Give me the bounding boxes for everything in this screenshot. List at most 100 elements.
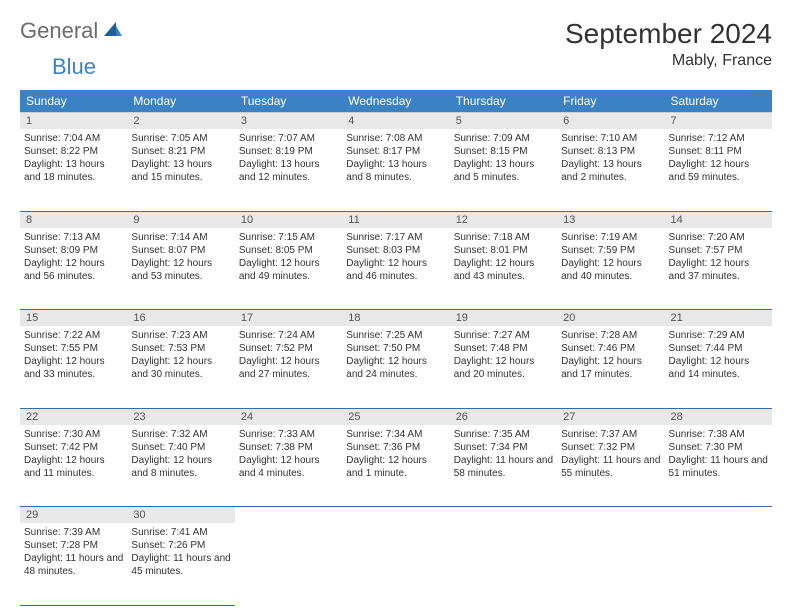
day-number: 29 — [20, 507, 127, 524]
day-details: Sunrise: 7:35 AMSunset: 7:34 PMDaylight:… — [454, 428, 553, 480]
day-cell: Sunrise: 7:13 AMSunset: 8:09 PMDaylight:… — [20, 228, 127, 310]
day-details: Sunrise: 7:29 AMSunset: 7:44 PMDaylight:… — [669, 329, 768, 381]
day-number — [342, 507, 449, 524]
day-cell: Sunrise: 7:34 AMSunset: 7:36 PMDaylight:… — [342, 425, 449, 507]
day-details: Sunrise: 7:12 AMSunset: 8:11 PMDaylight:… — [669, 132, 768, 184]
week-row: Sunrise: 7:22 AMSunset: 7:55 PMDaylight:… — [20, 326, 772, 408]
day-details: Sunrise: 7:38 AMSunset: 7:30 PMDaylight:… — [669, 428, 768, 480]
day-details: Sunrise: 7:07 AMSunset: 8:19 PMDaylight:… — [239, 132, 338, 184]
day-number: 10 — [235, 211, 342, 228]
day-number: 20 — [557, 310, 664, 327]
day-cell: Sunrise: 7:23 AMSunset: 7:53 PMDaylight:… — [127, 326, 234, 408]
day-number: 19 — [450, 310, 557, 327]
day-details: Sunrise: 7:10 AMSunset: 8:13 PMDaylight:… — [561, 132, 660, 184]
day-number: 30 — [127, 507, 234, 524]
day-number: 25 — [342, 408, 449, 425]
day-number-row: 15161718192021 — [20, 310, 772, 327]
day-cell — [235, 523, 342, 605]
day-details: Sunrise: 7:28 AMSunset: 7:46 PMDaylight:… — [561, 329, 660, 381]
calendar-table: SundayMondayTuesdayWednesdayThursdayFrid… — [20, 90, 772, 606]
day-number: 16 — [127, 310, 234, 327]
day-details: Sunrise: 7:41 AMSunset: 7:26 PMDaylight:… — [131, 526, 230, 578]
day-number: 14 — [665, 211, 772, 228]
day-header: Thursday — [450, 90, 557, 113]
day-cell: Sunrise: 7:30 AMSunset: 7:42 PMDaylight:… — [20, 425, 127, 507]
day-cell: Sunrise: 7:04 AMSunset: 8:22 PMDaylight:… — [20, 129, 127, 211]
day-number — [665, 507, 772, 524]
day-details: Sunrise: 7:20 AMSunset: 7:57 PMDaylight:… — [669, 231, 768, 283]
day-cell: Sunrise: 7:24 AMSunset: 7:52 PMDaylight:… — [235, 326, 342, 408]
day-number: 28 — [665, 408, 772, 425]
day-cell: Sunrise: 7:37 AMSunset: 7:32 PMDaylight:… — [557, 425, 664, 507]
day-number-row: 22232425262728 — [20, 408, 772, 425]
day-cell: Sunrise: 7:33 AMSunset: 7:38 PMDaylight:… — [235, 425, 342, 507]
day-number: 21 — [665, 310, 772, 327]
day-header-row: SundayMondayTuesdayWednesdayThursdayFrid… — [20, 90, 772, 113]
day-header: Tuesday — [235, 90, 342, 113]
logo: General — [20, 18, 126, 44]
logo-sail-icon — [102, 20, 124, 43]
day-details: Sunrise: 7:34 AMSunset: 7:36 PMDaylight:… — [346, 428, 445, 480]
day-details: Sunrise: 7:14 AMSunset: 8:07 PMDaylight:… — [131, 231, 230, 283]
day-cell: Sunrise: 7:39 AMSunset: 7:28 PMDaylight:… — [20, 523, 127, 605]
day-details: Sunrise: 7:19 AMSunset: 7:59 PMDaylight:… — [561, 231, 660, 283]
day-details: Sunrise: 7:39 AMSunset: 7:28 PMDaylight:… — [24, 526, 123, 578]
day-cell: Sunrise: 7:41 AMSunset: 7:26 PMDaylight:… — [127, 523, 234, 605]
day-cell: Sunrise: 7:28 AMSunset: 7:46 PMDaylight:… — [557, 326, 664, 408]
week-row: Sunrise: 7:39 AMSunset: 7:28 PMDaylight:… — [20, 523, 772, 605]
day-number: 27 — [557, 408, 664, 425]
day-details: Sunrise: 7:05 AMSunset: 8:21 PMDaylight:… — [131, 132, 230, 184]
day-cell: Sunrise: 7:14 AMSunset: 8:07 PMDaylight:… — [127, 228, 234, 310]
day-number: 24 — [235, 408, 342, 425]
day-details: Sunrise: 7:15 AMSunset: 8:05 PMDaylight:… — [239, 231, 338, 283]
day-number: 18 — [342, 310, 449, 327]
day-details: Sunrise: 7:25 AMSunset: 7:50 PMDaylight:… — [346, 329, 445, 381]
day-cell: Sunrise: 7:38 AMSunset: 7:30 PMDaylight:… — [665, 425, 772, 507]
day-details: Sunrise: 7:22 AMSunset: 7:55 PMDaylight:… — [24, 329, 123, 381]
day-cell: Sunrise: 7:32 AMSunset: 7:40 PMDaylight:… — [127, 425, 234, 507]
day-cell: Sunrise: 7:15 AMSunset: 8:05 PMDaylight:… — [235, 228, 342, 310]
day-details: Sunrise: 7:33 AMSunset: 7:38 PMDaylight:… — [239, 428, 338, 480]
day-cell: Sunrise: 7:17 AMSunset: 8:03 PMDaylight:… — [342, 228, 449, 310]
day-cell: Sunrise: 7:18 AMSunset: 8:01 PMDaylight:… — [450, 228, 557, 310]
day-details: Sunrise: 7:30 AMSunset: 7:42 PMDaylight:… — [24, 428, 123, 480]
logo-text-general: General — [20, 18, 98, 44]
day-details: Sunrise: 7:18 AMSunset: 8:01 PMDaylight:… — [454, 231, 553, 283]
day-number: 11 — [342, 211, 449, 228]
day-number: 4 — [342, 113, 449, 130]
day-cell: Sunrise: 7:07 AMSunset: 8:19 PMDaylight:… — [235, 129, 342, 211]
day-cell: Sunrise: 7:08 AMSunset: 8:17 PMDaylight:… — [342, 129, 449, 211]
day-cell: Sunrise: 7:09 AMSunset: 8:15 PMDaylight:… — [450, 129, 557, 211]
day-number-row: 2930 — [20, 507, 772, 524]
week-row: Sunrise: 7:13 AMSunset: 8:09 PMDaylight:… — [20, 228, 772, 310]
logo-text-blue: Blue — [52, 54, 96, 79]
day-number: 13 — [557, 211, 664, 228]
day-cell — [450, 523, 557, 605]
day-details: Sunrise: 7:17 AMSunset: 8:03 PMDaylight:… — [346, 231, 445, 283]
day-cell: Sunrise: 7:27 AMSunset: 7:48 PMDaylight:… — [450, 326, 557, 408]
day-number: 23 — [127, 408, 234, 425]
day-number — [557, 507, 664, 524]
day-cell: Sunrise: 7:19 AMSunset: 7:59 PMDaylight:… — [557, 228, 664, 310]
day-details: Sunrise: 7:27 AMSunset: 7:48 PMDaylight:… — [454, 329, 553, 381]
day-number: 26 — [450, 408, 557, 425]
day-header: Wednesday — [342, 90, 449, 113]
day-number: 1 — [20, 113, 127, 130]
day-details: Sunrise: 7:04 AMSunset: 8:22 PMDaylight:… — [24, 132, 123, 184]
day-header: Monday — [127, 90, 234, 113]
day-number-row: 1234567 — [20, 113, 772, 130]
day-details: Sunrise: 7:13 AMSunset: 8:09 PMDaylight:… — [24, 231, 123, 283]
day-number: 3 — [235, 113, 342, 130]
month-title: September 2024 — [565, 18, 772, 50]
day-cell: Sunrise: 7:25 AMSunset: 7:50 PMDaylight:… — [342, 326, 449, 408]
day-number: 15 — [20, 310, 127, 327]
day-details: Sunrise: 7:08 AMSunset: 8:17 PMDaylight:… — [346, 132, 445, 184]
day-cell — [342, 523, 449, 605]
day-number: 2 — [127, 113, 234, 130]
day-number — [235, 507, 342, 524]
day-details: Sunrise: 7:32 AMSunset: 7:40 PMDaylight:… — [131, 428, 230, 480]
day-cell: Sunrise: 7:12 AMSunset: 8:11 PMDaylight:… — [665, 129, 772, 211]
day-number: 12 — [450, 211, 557, 228]
day-number: 9 — [127, 211, 234, 228]
day-number-row: 891011121314 — [20, 211, 772, 228]
